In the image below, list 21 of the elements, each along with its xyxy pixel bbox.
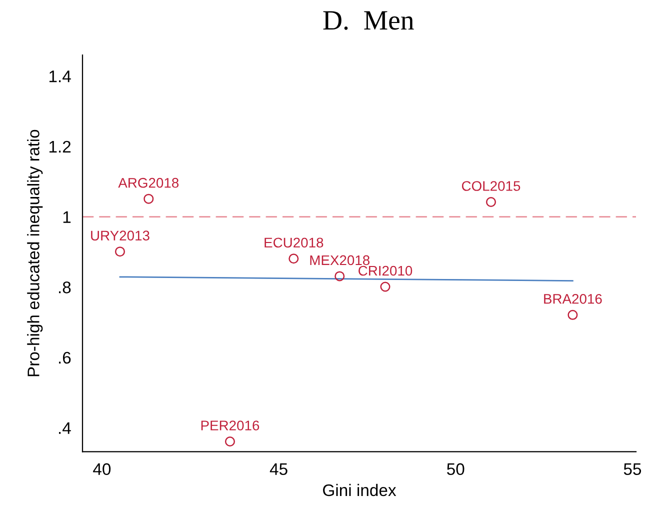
y-tick-label: 1 [63,211,71,223]
y-tick-label: .8 [59,282,71,294]
annotation: CRI2010 [358,266,412,276]
x-tick-label: 55 [624,463,642,476]
chart-title: D. Men [323,11,414,30]
annotation: URY2013 [91,230,150,241]
y-tick-label: 1.4 [49,70,71,82]
annotation: ARG2018 [118,178,179,188]
x-tick-label: 50 [447,463,464,476]
annotation: ECU2018 [264,238,324,248]
y-tick-label: 1.2 [49,140,71,152]
x-axis-title: Gini index [323,484,396,496]
x-tick-label: 45 [270,463,288,476]
y-tick-label: .6 [59,352,71,364]
annotation: BRA2016 [544,294,602,304]
y-tick-label: .4 [59,422,71,434]
y-axis-title: Pro-high educated inequality ratio [27,130,43,376]
annotation: PER2016 [201,420,260,430]
annotation: MEX2018 [310,255,370,266]
annotation: COL2015 [462,181,520,191]
x-tick-label: 40 [93,463,111,476]
